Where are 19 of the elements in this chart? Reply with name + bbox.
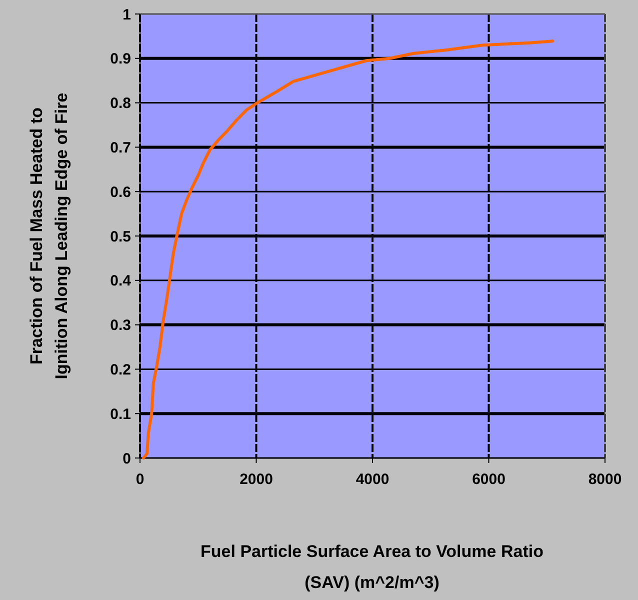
x-tick-label: 8000 (588, 471, 622, 488)
y-tick-label: 0.8 (110, 95, 131, 112)
y-tick-label: 0.7 (110, 139, 131, 156)
x-tick-label: 6000 (472, 471, 506, 488)
line-series (142, 40, 554, 460)
x-axis-title: Fuel Particle Surface Area to Volume Ratio (SAV) (m^2/m^3) (200, 542, 544, 592)
x-tick-label: 0 (136, 471, 144, 488)
y-tick-label: 0.5 (110, 228, 131, 246)
y-tick-label: 0.1 (110, 406, 131, 423)
x-tick-label: 4000 (356, 471, 390, 488)
y-tick-label: 0.6 (110, 184, 131, 201)
y-tick-label: 1 (122, 6, 131, 24)
x-tick-label: 2000 (240, 471, 273, 488)
y-tick-label: 0.2 (110, 361, 131, 378)
y-tick-label: 0.4 (110, 272, 132, 290)
y-tick-label: 0 (122, 450, 131, 468)
y-axis-title: Fraction of Fuel Mass Heated to Ignition Along Leading Edge of Fire (27, 92, 71, 380)
y-tick-label: 0.9 (110, 50, 131, 68)
y-tick-label: 0.3 (110, 317, 131, 334)
